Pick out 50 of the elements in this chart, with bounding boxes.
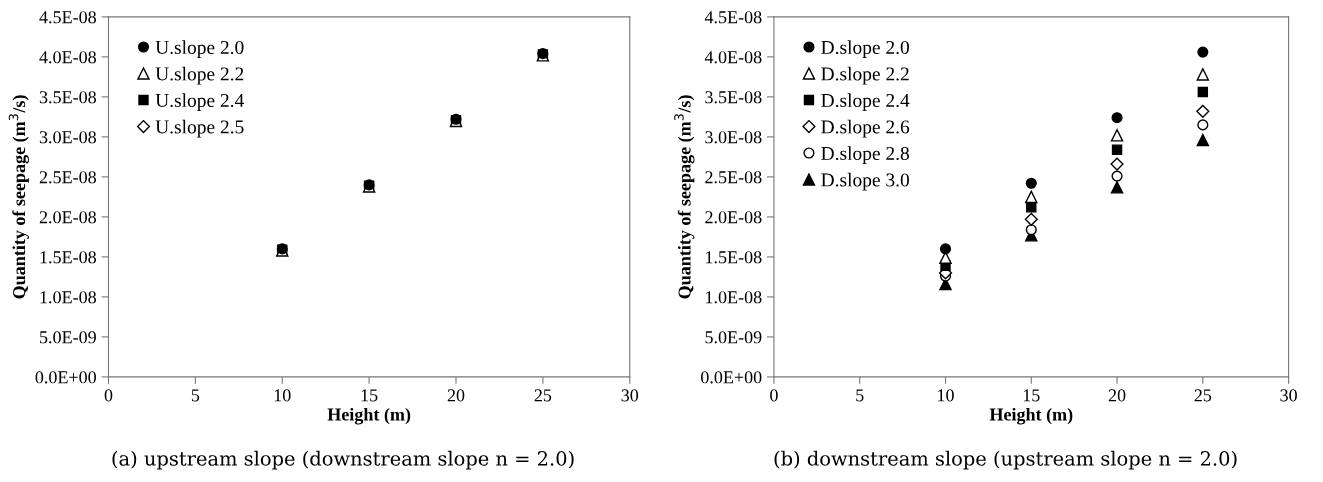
y-tick-label: 5.0E-09: [40, 331, 96, 344]
y-tick-label: 4.0E-08: [704, 51, 762, 64]
y-axis-title: Quantity of seepage (m$^{3}$/s): [674, 95, 695, 299]
legend-label: D.slope 2.8: [821, 146, 909, 164]
y-tick-label: 5.0E-09: [705, 331, 762, 344]
legend-label: U.slope 2.4: [155, 93, 244, 111]
x-tick-label: 25: [1194, 389, 1212, 402]
legend-label: U.slope 2.2: [155, 66, 244, 85]
legend-label: U.slope 2.5: [155, 119, 244, 138]
x-tick-label: 0: [770, 389, 778, 402]
x-tick-label: 20: [447, 389, 465, 402]
legend-label: D.slope 2.6: [821, 119, 910, 138]
legend-label: D.slope 3.0: [821, 172, 909, 191]
y-tick-label: 3.0E-08: [39, 131, 96, 144]
x-tick-label: 25: [534, 389, 552, 402]
y-tick-label: 2.5E-08: [39, 171, 96, 184]
legend-label: D.slope 2.4: [821, 93, 910, 111]
x-tick-label: 5: [856, 389, 864, 402]
y-tick-label: 2.5E-08: [705, 171, 762, 184]
y-tick-label: 3.5E-08: [705, 91, 762, 104]
y-tick-label: 1.5E-08: [706, 251, 762, 264]
y-tick-label: 1.5E-08: [40, 251, 96, 264]
legend-label: D.slope 2.2: [821, 66, 909, 85]
y-tick-label: 1.0E-08: [706, 291, 762, 304]
y-tick-label: 0.0E+00: [35, 371, 96, 384]
y-tick-label: 3.0E-08: [705, 131, 762, 144]
y-axis-title: Quantity of seepage (m$^{3}$/s): [8, 95, 29, 299]
y-tick-label: 3.5E-08: [39, 91, 96, 104]
x-axis-title: Height (m): [327, 407, 411, 425]
x-tick-label: 15: [1023, 389, 1040, 402]
y-tick-label: 2.0E-08: [705, 211, 762, 224]
y-tick-label: 2.0E-08: [39, 211, 96, 224]
legend-label: U.slope 2.0: [155, 40, 244, 58]
x-tick-label: 0: [104, 389, 113, 402]
y-tick-label: 4.5E-08: [39, 11, 96, 24]
x-tick-label: 30: [1280, 389, 1297, 402]
text: (b) downstream slope (upstream slope n = 2.0): [774, 450, 1237, 470]
x-tick-label: 20: [1108, 389, 1126, 402]
y-tick-label: 4.5E-08: [704, 11, 762, 24]
x-tick-label: 10: [938, 389, 954, 402]
x-axis-title: Height (m): [989, 407, 1073, 425]
y-tick-label: 4.0E-08: [39, 51, 96, 64]
y-tick-label: 0.0E+00: [701, 371, 762, 384]
x-tick-label: 15: [361, 389, 378, 402]
x-tick-label: 5: [191, 389, 200, 402]
legend-label: D.slope 2.0: [821, 40, 909, 58]
text: (a) upstream slope (downstream slope n = 2.0): [112, 450, 574, 470]
x-tick-label: 30: [621, 389, 639, 402]
x-tick-label: 10: [274, 389, 291, 402]
y-tick-label: 1.0E-08: [40, 291, 96, 304]
